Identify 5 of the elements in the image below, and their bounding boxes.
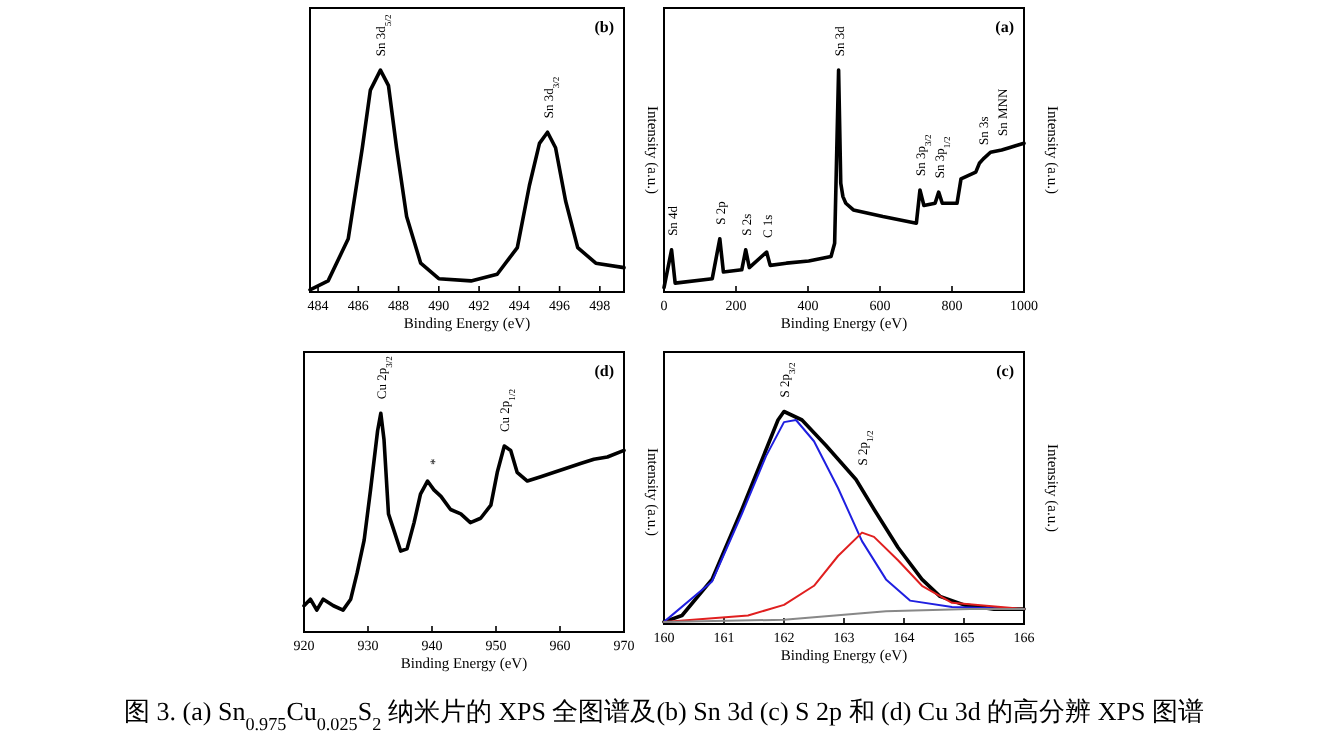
panel-label: (b): [594, 18, 614, 36]
panel-label: (d): [594, 362, 614, 380]
panel-label: (a): [995, 18, 1014, 36]
panel-label: (c): [996, 362, 1014, 380]
caption: 图 3. (a) Sn$_{0.975}$Cu$_{0.025}$S$_{2}$ 纳米片的 XPS 全图谱及(b) Sn 3d (c) S 2p 和 (d) Cu 3d 的高分辨 XPS 图谱: [124, 696, 1204, 734]
